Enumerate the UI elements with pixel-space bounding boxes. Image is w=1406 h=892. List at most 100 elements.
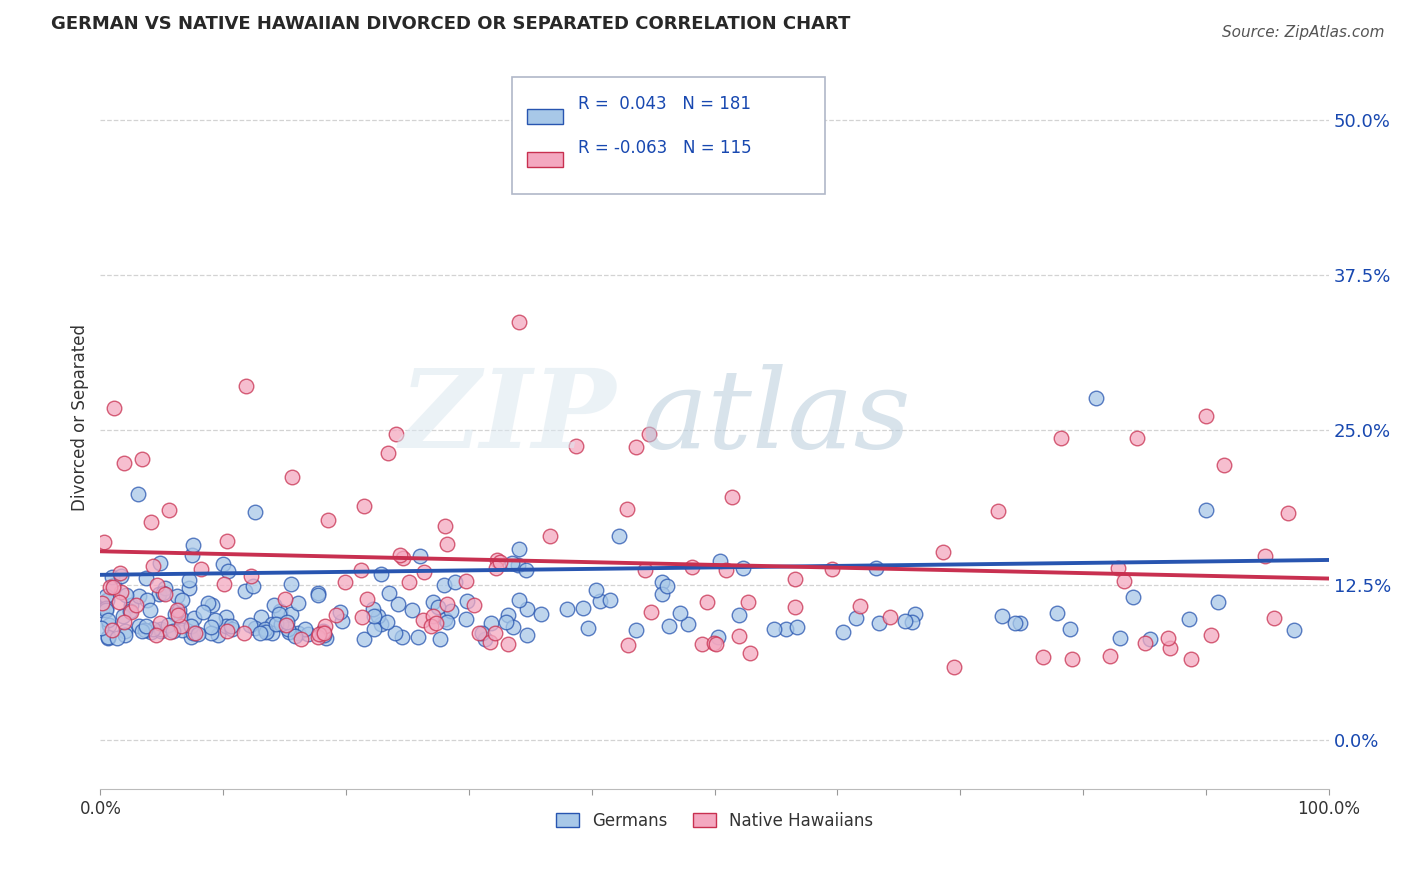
Point <box>655 579 678 593</box>
Point <box>515 563 537 577</box>
Point <box>329 606 352 620</box>
Point <box>215 618 238 632</box>
Point <box>401 603 423 617</box>
Point <box>845 611 868 625</box>
Point <box>616 501 638 516</box>
Point <box>388 548 411 562</box>
Point <box>136 592 159 607</box>
Point <box>307 586 329 600</box>
Point <box>479 615 502 630</box>
Point <box>434 519 457 533</box>
Point <box>330 614 353 628</box>
Point <box>456 574 478 589</box>
Point <box>249 626 271 640</box>
Point <box>474 632 496 646</box>
Point <box>444 574 467 589</box>
Point <box>413 565 436 579</box>
Point <box>110 585 132 599</box>
Point <box>879 610 901 624</box>
Point <box>217 564 239 578</box>
Point <box>287 596 309 610</box>
Point <box>135 619 157 633</box>
Point <box>728 607 751 622</box>
Point <box>172 593 194 607</box>
Point <box>91 596 114 610</box>
Point <box>145 628 167 642</box>
Point <box>101 570 124 584</box>
Point <box>277 623 299 637</box>
Point <box>932 544 955 558</box>
Point <box>297 627 319 641</box>
Point <box>377 586 399 600</box>
Point <box>190 561 212 575</box>
Point <box>101 623 124 637</box>
Point <box>149 616 172 631</box>
Point <box>502 620 524 634</box>
Point <box>356 592 378 607</box>
Point <box>716 563 738 577</box>
Point <box>436 537 458 551</box>
Point <box>97 630 120 644</box>
Point <box>1195 409 1218 423</box>
Point <box>572 601 595 615</box>
Point <box>167 602 190 616</box>
Point <box>215 610 238 624</box>
Point <box>114 624 136 639</box>
Point <box>284 630 307 644</box>
Point <box>690 637 713 651</box>
Point <box>425 616 447 631</box>
Point <box>90 621 112 635</box>
Y-axis label: Divorced or Separated: Divorced or Separated <box>72 324 89 511</box>
Point <box>181 538 204 552</box>
Point <box>148 587 170 601</box>
Point <box>333 575 356 590</box>
Point <box>96 593 118 607</box>
Point <box>496 608 519 623</box>
Point <box>115 588 138 602</box>
Point <box>943 659 966 673</box>
Point <box>409 549 432 563</box>
Point <box>990 609 1012 624</box>
Point <box>426 599 449 614</box>
Point <box>315 632 337 646</box>
Point <box>134 624 156 638</box>
Point <box>232 625 254 640</box>
Point <box>1059 622 1081 636</box>
Point <box>276 617 298 632</box>
Point <box>307 588 329 602</box>
Point <box>145 578 167 592</box>
Point <box>384 426 406 441</box>
Point <box>177 581 200 595</box>
Point <box>496 637 519 651</box>
Point <box>1213 458 1236 473</box>
Point <box>893 614 915 628</box>
Point <box>495 615 517 629</box>
Point <box>634 563 657 577</box>
Point <box>110 569 132 583</box>
Point <box>287 626 309 640</box>
Point <box>280 607 302 621</box>
Text: atlas: atlas <box>641 364 911 471</box>
Point <box>107 595 129 609</box>
Point <box>97 617 120 632</box>
Point <box>215 624 238 638</box>
Point <box>733 561 755 575</box>
Point <box>264 616 287 631</box>
Point <box>508 315 530 329</box>
Point <box>516 602 538 616</box>
Point <box>191 605 214 619</box>
Point <box>706 637 728 651</box>
Point <box>785 572 807 586</box>
Point <box>576 621 599 635</box>
Point <box>166 603 188 617</box>
Point <box>832 624 855 639</box>
Point <box>377 615 399 629</box>
Point <box>239 617 262 632</box>
Point <box>363 608 385 623</box>
Point <box>162 624 184 638</box>
Point <box>783 600 806 615</box>
Point <box>585 583 607 598</box>
Point <box>1004 615 1026 630</box>
Point <box>1112 574 1135 589</box>
Point <box>142 558 165 573</box>
